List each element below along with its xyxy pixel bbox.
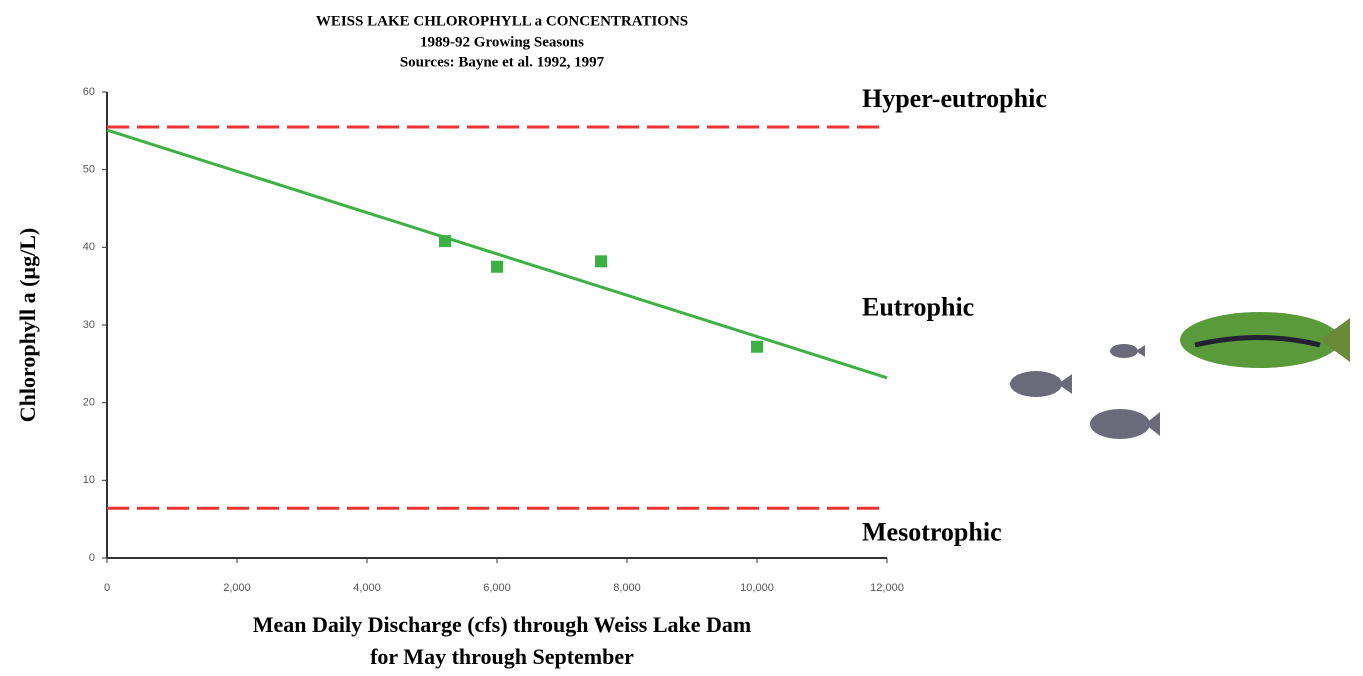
y-tick-label: 30 — [83, 319, 95, 331]
x-tick-label: 10,000 — [740, 582, 774, 594]
x-tick-label: 0 — [104, 582, 110, 594]
chart-title: WEISS LAKE CHLOROPHYLL a CONCENTRATIONS — [316, 13, 688, 29]
fish-decoration — [1010, 312, 1350, 439]
x-axis-title: Mean Daily Discharge (cfs) through Weiss… — [253, 612, 751, 637]
data-point — [439, 235, 451, 248]
y-axis-title: Chlorophyll a (µg/L) — [15, 228, 40, 422]
chart-subtitle: Sources: Bayne et al. 1992, 1997 — [400, 54, 605, 70]
x-axis-title: for May through September — [370, 644, 634, 669]
zone-label: Mesotrophic — [862, 517, 1002, 546]
y-tick-label: 20 — [83, 397, 95, 409]
trendline — [106, 128, 888, 380]
zone-label: Eutrophic — [862, 293, 974, 322]
x-tick-label: 6,000 — [483, 582, 511, 594]
y-tick-label: 0 — [89, 552, 95, 564]
x-tick-label: 2,000 — [223, 582, 251, 594]
y-tick-label: 60 — [83, 86, 95, 98]
y-tick-label: 40 — [83, 241, 95, 253]
data-point — [491, 260, 503, 273]
y-tick-label: 10 — [83, 474, 95, 486]
chart-subtitle: 1989-92 Growing Seasons — [420, 34, 584, 50]
data-point — [595, 255, 607, 268]
data-point — [751, 340, 763, 353]
x-tick-label: 4,000 — [353, 582, 381, 594]
y-tick-label: 50 — [83, 164, 95, 176]
zone-label: Hyper-eutrophic — [862, 84, 1047, 113]
x-tick-label: 8,000 — [613, 582, 641, 594]
x-tick-label: 12,000 — [870, 582, 904, 594]
